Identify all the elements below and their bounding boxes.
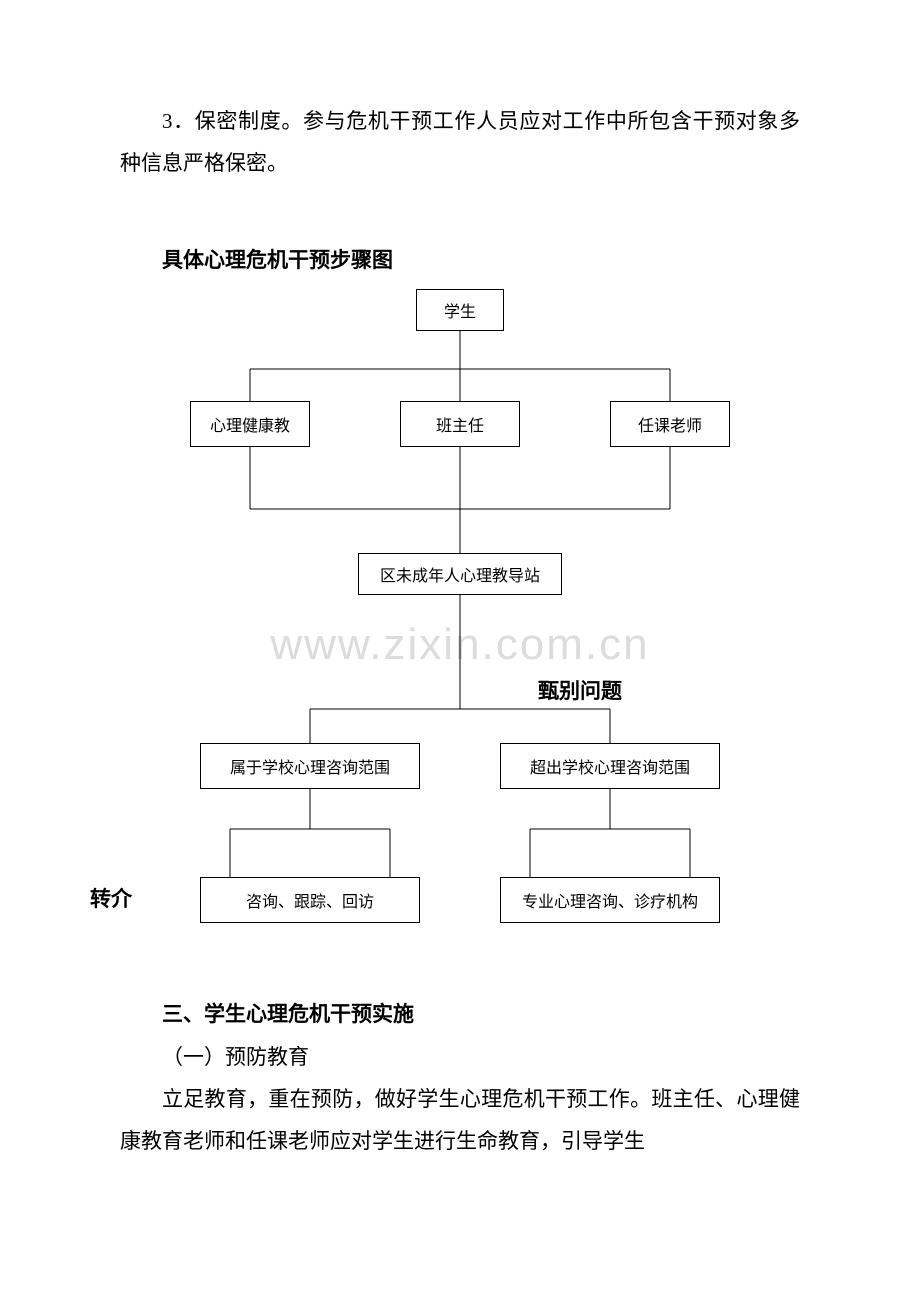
node-n_health: 心理健康教 xyxy=(190,401,310,447)
flowchart: 学生心理健康教 班主任 任课老师区未成年人心理教导站属于学校心理咨询范围 超出学校心理… xyxy=(120,289,800,969)
node-n_headtch: 班主任 xyxy=(400,401,520,447)
top-paragraph: 3．保密制度。参与危机干预工作人员应对工作中所包含干预对象多种信息严格保密。 xyxy=(120,100,800,184)
node-n_inscope: 属于学校心理咨询范围 xyxy=(200,743,420,789)
label-l_screen: 甄别问题 xyxy=(538,675,622,705)
label-l_referral: 转介 xyxy=(90,883,132,913)
section-heading-3: 三、学生心理危机干预实施 xyxy=(120,994,800,1036)
node-n_teacher: 任课老师 xyxy=(610,401,730,447)
body-paragraph: 立足教育，重在预防，做好学生心理危机干预工作。班主任、心理健康教育老师和任课老师… xyxy=(120,1078,800,1162)
para-text: 保密制度。参与危机干预工作人员应对工作中所包含干预对象多种信息严格保密。 xyxy=(120,109,800,175)
flowchart-lines xyxy=(120,289,800,969)
flowchart-title: 具体心理危机干预步骤图 xyxy=(120,244,800,274)
subsection-heading: （一）预防教育 xyxy=(120,1036,800,1078)
node-n_student: 学生 xyxy=(416,289,504,331)
node-n_outscope: 超出学校心理咨询范围 xyxy=(500,743,720,789)
para-num: 3． xyxy=(162,109,195,133)
node-n_consult: 咨询、跟踪、回访 xyxy=(200,877,420,923)
node-n_station: 区未成年人心理教导站 xyxy=(358,553,562,595)
node-n_pro: 专业心理咨询、诊疗机构 xyxy=(500,877,720,923)
